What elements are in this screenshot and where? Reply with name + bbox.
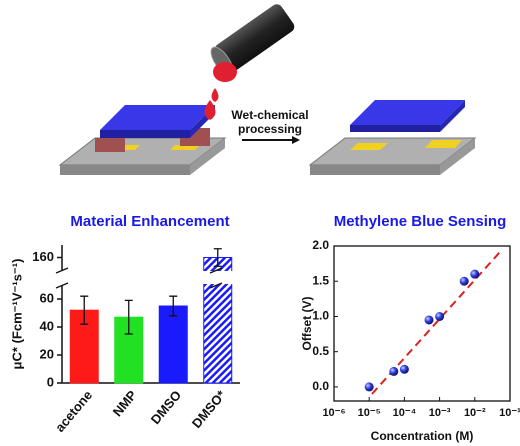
y-tick-label: 40 <box>40 318 54 333</box>
x-tick-label: 10⁻⁵ <box>358 407 381 419</box>
bar <box>158 305 188 384</box>
data-point <box>364 382 374 392</box>
x-tick-label: 10⁻³ <box>429 407 451 419</box>
y-tick-label: 60 <box>40 290 54 305</box>
data-point <box>459 276 469 286</box>
error-bar <box>124 299 133 335</box>
y-tick-label: 0.0 <box>312 379 329 393</box>
error-bar <box>213 248 222 267</box>
x-tick-label: NMP <box>110 387 140 419</box>
break-mark <box>209 267 223 289</box>
error-bar <box>80 295 89 325</box>
y-tick-label: 20 <box>40 346 54 361</box>
x-tick-label: DMSO <box>148 387 185 427</box>
chart-title: Methylene Blue Sensing <box>334 213 507 230</box>
break-mark <box>55 267 69 289</box>
x-tick-label: DMSO* <box>189 387 229 431</box>
axis-break <box>54 271 240 284</box>
data-point <box>435 311 445 321</box>
data-point <box>389 366 399 376</box>
y-tick-label: 0.5 <box>312 344 329 358</box>
x-tick-label: 10⁻¹ <box>499 407 520 419</box>
x-tick-label: 10⁻² <box>464 407 486 419</box>
y-axis-label: μC* (Fcm⁻¹V⁻¹s⁻¹) <box>9 259 24 370</box>
y-tick-label: 160 <box>32 249 54 264</box>
schematic: Wet-chemical processing <box>58 4 477 175</box>
data-point <box>470 269 480 279</box>
process-label: processing <box>238 122 302 136</box>
y-axis-label: Offset (V) <box>300 296 314 350</box>
y-tick-label: 1.0 <box>312 309 329 323</box>
y-tick-label: 1.5 <box>312 273 329 287</box>
x-axis-label: Concentration (M) <box>371 429 474 443</box>
y-tick-label: 0 <box>47 374 54 389</box>
plot-frame <box>333 245 511 402</box>
chart-title: Material Enhancement <box>70 213 229 230</box>
x-tick-label: 10⁻⁴ <box>393 407 416 419</box>
x-tick-label: 10⁻⁶ <box>322 407 345 419</box>
data-point <box>424 315 434 325</box>
x-tick-label: acetone <box>52 387 95 434</box>
error-bar <box>169 295 178 317</box>
data-point <box>399 364 409 374</box>
process-label: Wet-chemical <box>231 108 308 122</box>
y-tick-label: 2.0 <box>312 238 329 252</box>
